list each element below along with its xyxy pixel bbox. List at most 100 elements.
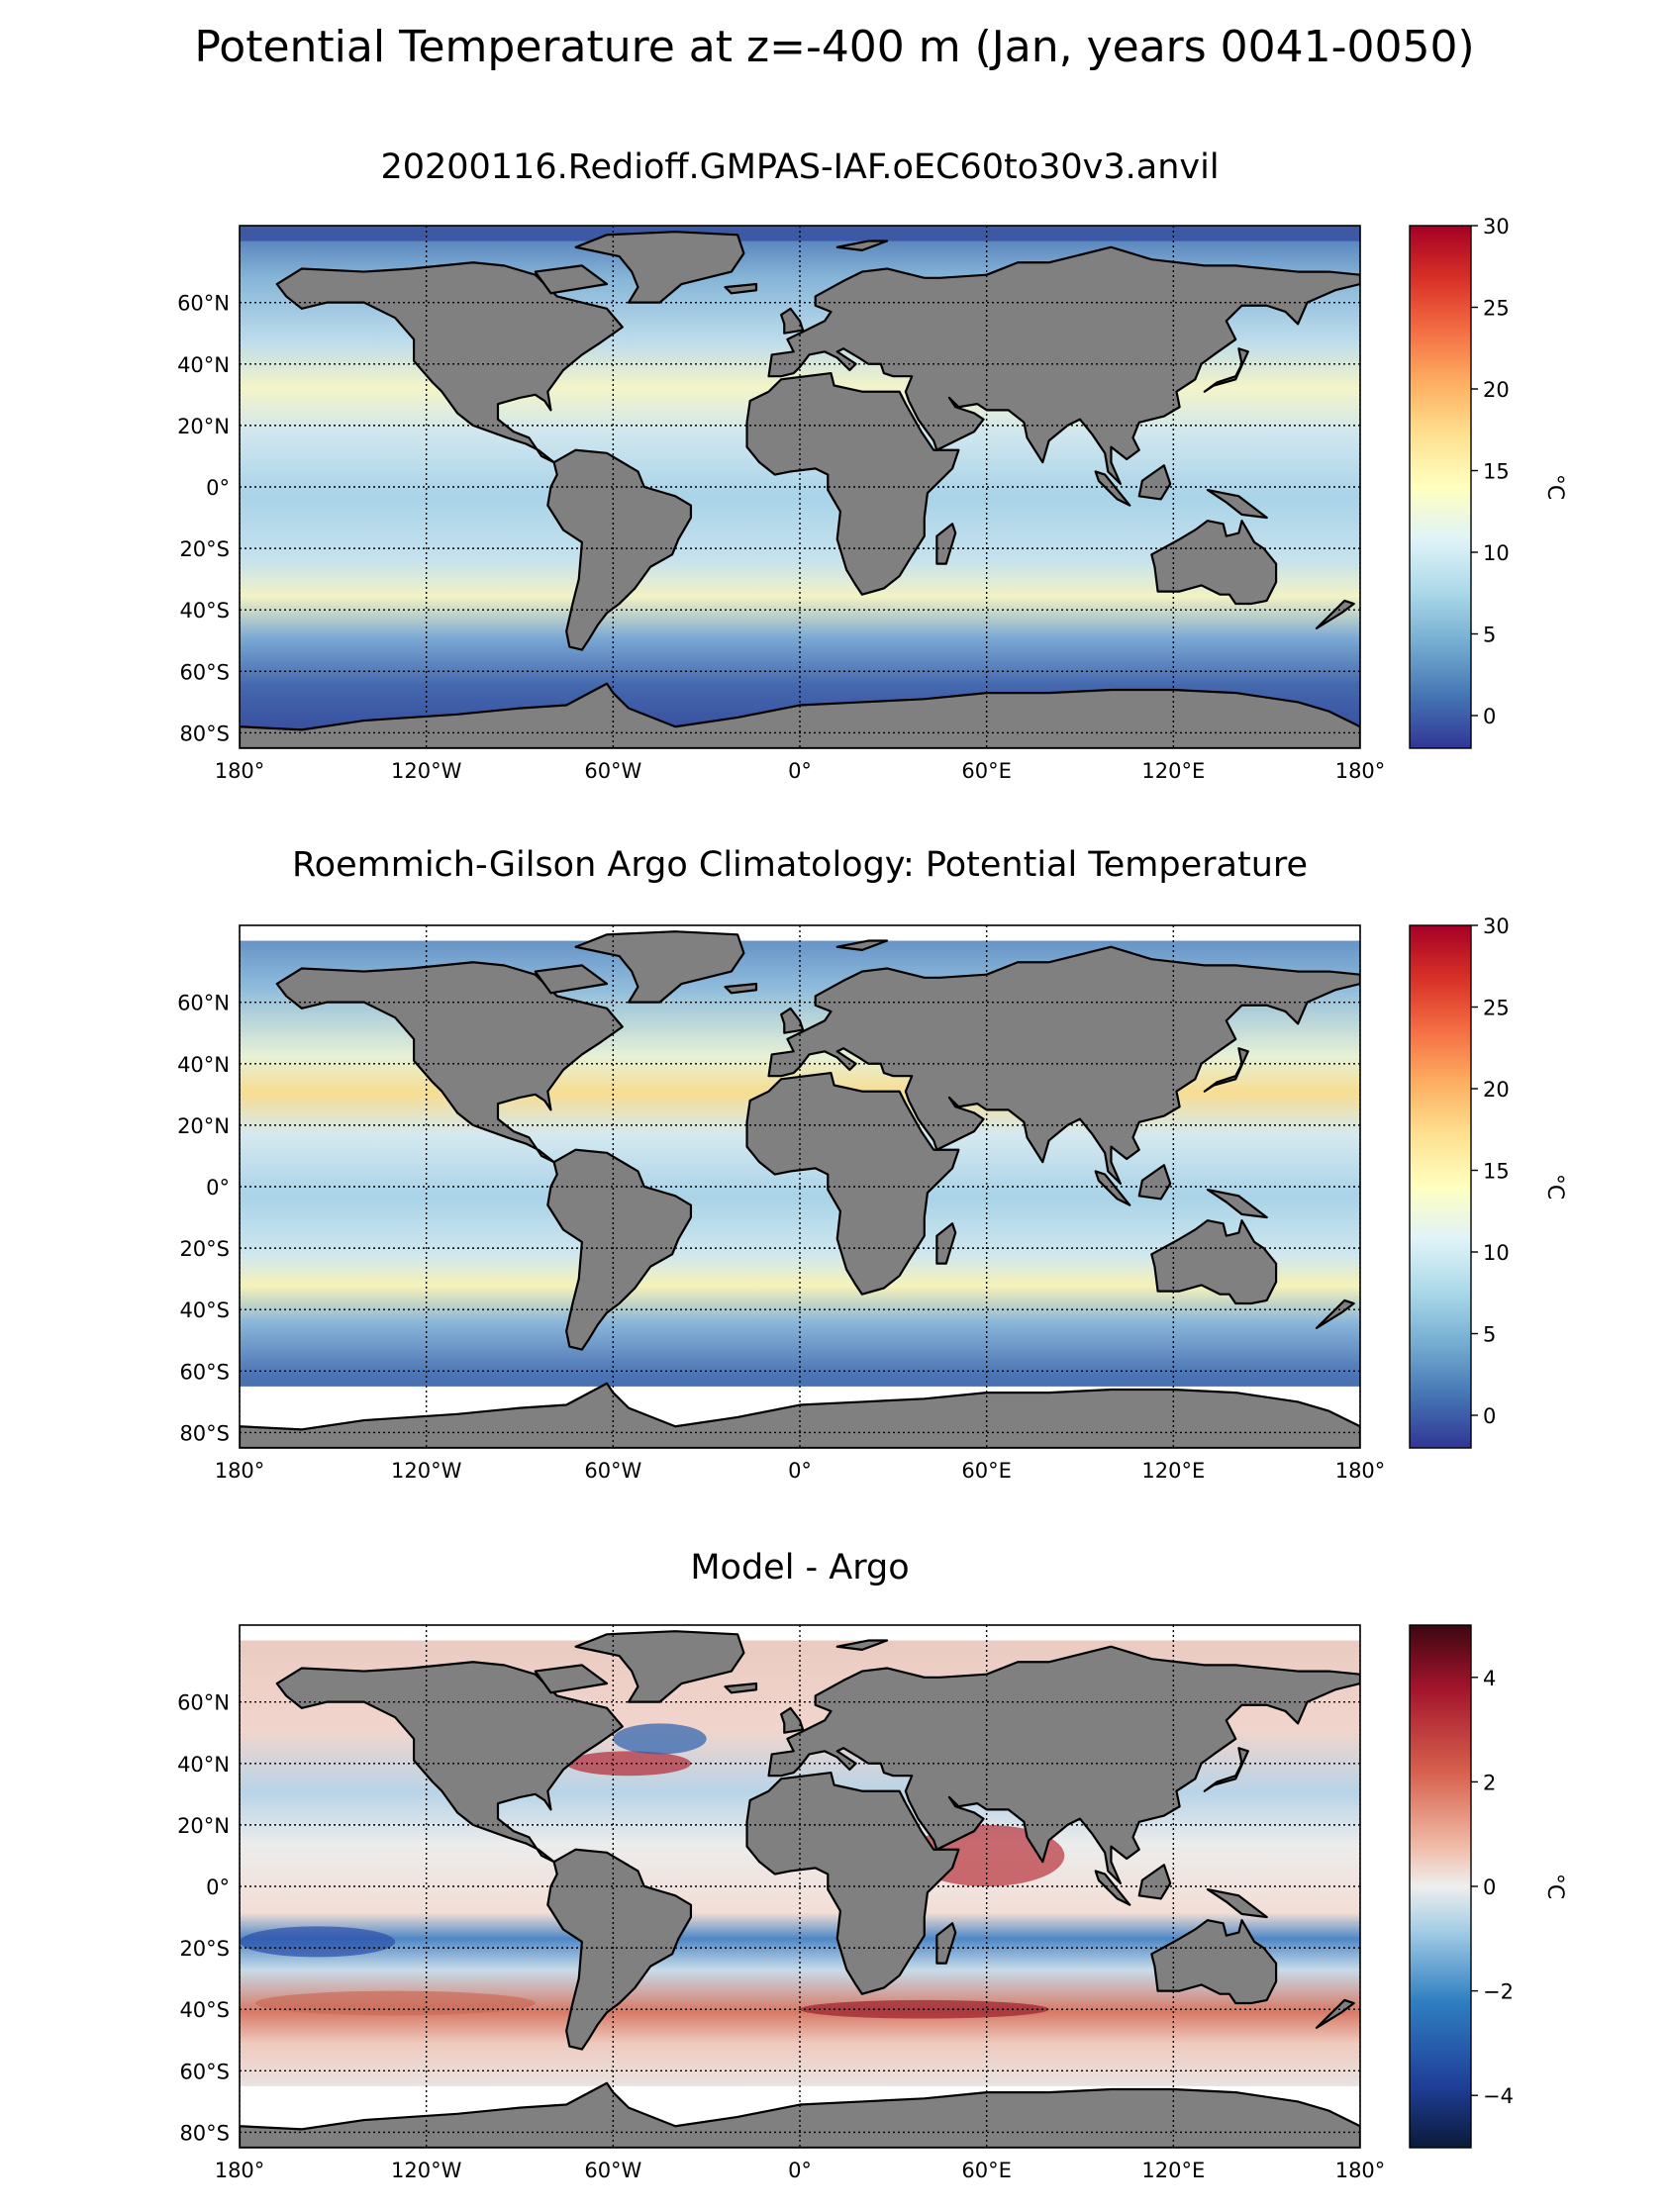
y-tick-label: 80°S bbox=[179, 721, 230, 745]
y-tick-label: 60°S bbox=[179, 2060, 230, 2083]
x-tick-label: 120°E bbox=[1141, 2159, 1205, 2182]
map-area bbox=[240, 226, 1360, 748]
x-tick-label: 0° bbox=[788, 2159, 812, 2182]
y-tick-label: 20°N bbox=[177, 1814, 230, 1838]
x-tick-label: 60°E bbox=[961, 1459, 1012, 1483]
colorbar-tick-label: 5 bbox=[1483, 1323, 1496, 1347]
colorbar bbox=[1409, 924, 1472, 1449]
x-tick-label: 180° bbox=[215, 759, 265, 783]
x-tick-label: 120°W bbox=[391, 2159, 462, 2182]
colorbar-label: °C bbox=[1542, 1174, 1567, 1200]
axes-frame bbox=[239, 225, 1361, 749]
land-new-zealand bbox=[1315, 1998, 1355, 2029]
x-tick-label: 120°E bbox=[1141, 759, 1205, 783]
x-tick-label: 180° bbox=[1335, 759, 1386, 783]
y-tick-label: 40°N bbox=[177, 1053, 230, 1077]
colorbar-tick-label: 15 bbox=[1483, 1160, 1510, 1184]
y-tick-label: 20°S bbox=[179, 1937, 230, 1961]
land-eurasia bbox=[767, 1645, 1360, 1884]
anomaly-patch bbox=[240, 1926, 396, 1958]
land-japan bbox=[1203, 1047, 1249, 1093]
land-iceland bbox=[724, 282, 758, 295]
arctic-region bbox=[240, 226, 1360, 241]
land-iceland bbox=[724, 982, 758, 995]
y-tick-label: 60°S bbox=[179, 1360, 230, 1384]
anomaly-patch bbox=[254, 1990, 536, 2016]
land-greenland bbox=[574, 231, 745, 304]
land-britain bbox=[780, 307, 805, 335]
x-tick-label: 0° bbox=[788, 1459, 812, 1483]
y-tick-label: 20°S bbox=[179, 1237, 230, 1261]
x-tick-label: 60°W bbox=[584, 1459, 641, 1483]
land-greenland bbox=[574, 1630, 745, 1703]
land-madagascar bbox=[935, 523, 957, 565]
colorbar-tick-label: −2 bbox=[1483, 1980, 1514, 2004]
land-new-guinea bbox=[1206, 1189, 1268, 1219]
land-australia bbox=[1150, 520, 1278, 606]
arctic-region bbox=[240, 925, 1360, 941]
map-area bbox=[240, 925, 1360, 1448]
anomaly-patch bbox=[613, 1723, 707, 1755]
land-svalbard bbox=[835, 939, 889, 951]
y-tick-label: 40°S bbox=[179, 599, 230, 623]
y-tick-label: 40°S bbox=[179, 1298, 230, 1322]
land-baffin-island bbox=[534, 264, 609, 295]
x-tick-label: 180° bbox=[215, 1459, 265, 1483]
figure-title: Potential Temperature at z=-400 m (Jan, … bbox=[194, 22, 1474, 72]
colorbar bbox=[1409, 1624, 1472, 2149]
panel-title: 20200116.Redioff.GMPAS-IAF.oEC60to30v3.a… bbox=[380, 147, 1219, 187]
x-tick-label: 180° bbox=[1335, 1459, 1386, 1483]
y-tick-label: 20°S bbox=[179, 537, 230, 561]
x-tick-label: 60°E bbox=[961, 759, 1012, 783]
colorbar-tick-label: 10 bbox=[1483, 541, 1510, 565]
land-sumatra bbox=[1094, 470, 1131, 507]
y-tick-label: 0° bbox=[206, 476, 230, 500]
anomaly-patch bbox=[566, 1751, 691, 1777]
colorbar bbox=[1409, 225, 1472, 749]
y-tick-label: 40°N bbox=[177, 1753, 230, 1777]
colorbar-tick-label: −4 bbox=[1483, 2084, 1514, 2108]
y-tick-label: 60°N bbox=[177, 992, 230, 1015]
colorbar-tick-label: 4 bbox=[1483, 1667, 1496, 1690]
panel-2: Roemmich-Gilson Argo Climatology: Potent… bbox=[177, 845, 1567, 1483]
land-new-zealand bbox=[1315, 599, 1355, 629]
colorbar-tick-label: 20 bbox=[1483, 378, 1510, 402]
y-tick-label: 40°S bbox=[179, 1998, 230, 2022]
x-tick-label: 120°W bbox=[391, 1459, 462, 1483]
axes-frame bbox=[239, 1624, 1361, 2149]
colorbar-tick-label: 30 bbox=[1483, 914, 1510, 938]
land-britain bbox=[780, 1706, 805, 1734]
x-tick-label: 60°W bbox=[584, 759, 641, 783]
colorbar-tick-label: 2 bbox=[1483, 1771, 1496, 1794]
panel-title: Roemmich-Gilson Argo Climatology: Potent… bbox=[292, 845, 1308, 885]
y-tick-label: 60°N bbox=[177, 1691, 230, 1715]
x-tick-label: 60°E bbox=[961, 2159, 1012, 2182]
colorbar-tick-label: 30 bbox=[1483, 215, 1510, 239]
land-australia bbox=[1150, 1919, 1278, 2005]
land-japan bbox=[1203, 1747, 1249, 1792]
colorbar-tick-label: 0 bbox=[1483, 1404, 1496, 1428]
panel-3: Model - Argo 180° 120°W 60°W 0° 60°E 120°E 180°… bbox=[177, 1548, 1567, 2182]
land-south-america bbox=[546, 1148, 693, 1351]
axes-frame bbox=[239, 924, 1361, 1449]
land-south-america bbox=[546, 448, 693, 651]
land-eurasia bbox=[767, 945, 1360, 1185]
land-borneo bbox=[1137, 1864, 1172, 1900]
colorbar-label: °C bbox=[1542, 1874, 1567, 1899]
y-tick-label: 60°N bbox=[177, 292, 230, 316]
land-baffin-island bbox=[534, 964, 609, 995]
land-sumatra bbox=[1094, 1870, 1131, 1906]
colorbar-tick-label: 15 bbox=[1483, 460, 1510, 484]
land-madagascar bbox=[935, 1222, 957, 1265]
land-eurasia bbox=[767, 245, 1360, 485]
y-tick-label: 80°S bbox=[179, 1421, 230, 1445]
panel-1: 20200116.Redioff.GMPAS-IAF.oEC60to30v3.a… bbox=[177, 147, 1567, 783]
panel-title: Model - Argo bbox=[690, 1548, 909, 1587]
land-japan bbox=[1203, 347, 1249, 393]
y-tick-label: 0° bbox=[206, 1176, 230, 1200]
colorbar-tick-label: 10 bbox=[1483, 1241, 1510, 1265]
land-sumatra bbox=[1094, 1170, 1131, 1206]
y-tick-label: 20°N bbox=[177, 1114, 230, 1138]
land-new-guinea bbox=[1206, 1888, 1268, 1919]
